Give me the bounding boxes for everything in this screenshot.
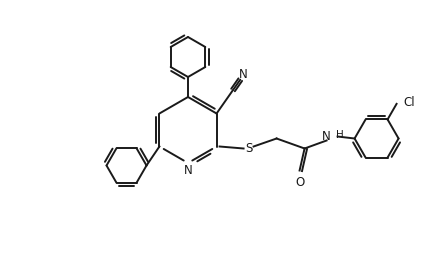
Text: H: H [335,129,343,140]
Text: N: N [322,130,331,143]
Text: Cl: Cl [404,96,415,109]
Text: S: S [245,142,252,155]
Text: N: N [239,69,248,82]
Text: O: O [295,177,304,189]
Text: N: N [184,164,192,177]
